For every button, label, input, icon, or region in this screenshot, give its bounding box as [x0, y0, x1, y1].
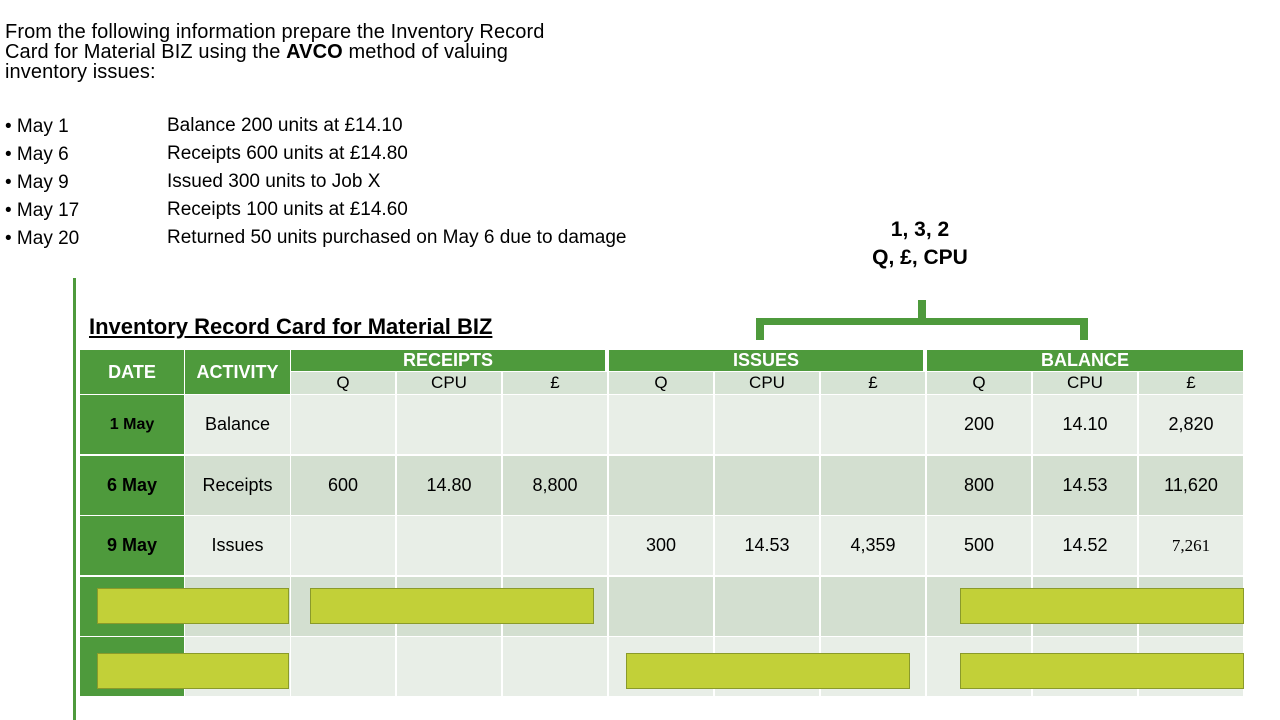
- cell-receipts-amount: [503, 637, 608, 696]
- list-item: • May 6 Receipts 600 units at £14.80: [5, 144, 705, 172]
- cell-receipts-amount: [503, 516, 608, 575]
- answer-box-balance-row5: [960, 653, 1244, 689]
- cell-balance-cpu: 14.53: [1033, 456, 1138, 515]
- cell-balance-amount: 7,261: [1139, 516, 1243, 575]
- header-balance: BALANCE: [927, 350, 1243, 371]
- subheader-balance-q: Q: [927, 372, 1032, 394]
- cell-balance-cpu: 14.10: [1033, 395, 1138, 454]
- cell-receipts-cpu: [397, 395, 502, 454]
- list-item-date: • May 9: [5, 172, 69, 193]
- cell-issues-amount: [821, 456, 926, 515]
- answer-box-issues-row5: [626, 653, 910, 689]
- row-date: 9 May: [80, 516, 184, 575]
- cell-issues-amount: 4,359: [821, 516, 926, 575]
- list-item-description: Receipts 100 units at £14.60: [167, 199, 408, 220]
- row-activity: Balance: [185, 395, 290, 454]
- cell-balance-q: 800: [927, 456, 1032, 515]
- margin-line: [73, 278, 76, 720]
- header-activity: ACTIVITY: [185, 350, 290, 394]
- subheader-issues-q: Q: [609, 372, 714, 394]
- cell-issues-cpu: [715, 456, 820, 515]
- cell-receipts-q: [291, 395, 396, 454]
- cell-receipts-cpu: [397, 637, 502, 696]
- cell-issues-cpu: 14.53: [715, 516, 820, 575]
- cell-receipts-cpu: 14.80: [397, 456, 502, 515]
- list-item-date: • May 1: [5, 116, 69, 137]
- cell-issues-q: [609, 456, 714, 515]
- row-activity: Issues: [185, 516, 290, 575]
- subheader-issues-amount: £: [821, 372, 926, 394]
- answer-box-date-activity-row4: [97, 588, 289, 624]
- cell-issues-amount: [821, 577, 926, 636]
- subheader-issues-cpu: CPU: [715, 372, 820, 394]
- cell-issues-q: 300: [609, 516, 714, 575]
- cell-issues-q: [609, 395, 714, 454]
- list-item: • May 1 Balance 200 units at £14.10: [5, 116, 705, 144]
- row-date: 6 May: [80, 456, 184, 515]
- subheader-receipts-cpu: CPU: [397, 372, 502, 394]
- cell-balance-amount: 2,820: [1139, 395, 1243, 454]
- instructions-text: From the following information prepare t…: [5, 22, 645, 82]
- subheader-receipts-amount: £: [503, 372, 608, 394]
- row-date: 1 May: [80, 395, 184, 454]
- hint-order: 1, 3, 2: [890, 218, 950, 241]
- list-item-date: • May 6: [5, 144, 69, 165]
- instructions-line-2: Card for Material BIZ using the AVCO met…: [5, 42, 645, 62]
- cell-issues-cpu: [715, 395, 820, 454]
- list-item-description: Receipts 600 units at £14.80: [167, 143, 408, 164]
- instructions-line-2-start: Card for Material BIZ using the: [5, 41, 287, 63]
- list-item: • May 20 Returned 50 units purchased on …: [5, 228, 705, 256]
- cell-balance-q: 200: [927, 395, 1032, 454]
- subheader-balance-amount: £: [1139, 372, 1243, 394]
- list-item-date: • May 20: [5, 228, 80, 249]
- cell-issues-cpu: [715, 577, 820, 636]
- method-name: AVCO: [286, 41, 343, 63]
- answer-box-balance-row4: [960, 588, 1244, 624]
- bracket-bar: [756, 318, 1088, 325]
- cell-balance-q: 500: [927, 516, 1032, 575]
- subheader-balance-cpu: CPU: [1033, 372, 1138, 394]
- header-date: DATE: [80, 350, 184, 394]
- answer-box-date-activity-row5: [97, 653, 289, 689]
- cell-receipts-cpu: [397, 516, 502, 575]
- list-item: • May 9 Issued 300 units to Job X: [5, 172, 705, 200]
- cell-balance-amount: 11,620: [1139, 456, 1243, 515]
- instructions-line-3: inventory issues:: [5, 61, 156, 83]
- cell-issues-q: [609, 577, 714, 636]
- row-activity: Receipts: [185, 456, 290, 515]
- cell-receipts-amount: [503, 395, 608, 454]
- list-item-description: Balance 200 units at £14.10: [167, 115, 403, 136]
- cell-receipts-q: 600: [291, 456, 396, 515]
- cell-balance-cpu: 14.52: [1033, 516, 1138, 575]
- header-receipts: RECEIPTS: [291, 350, 607, 371]
- bracket-left-leg: [756, 318, 764, 340]
- cell-issues-amount: [821, 395, 926, 454]
- instructions-line-2-end: method of valuing: [342, 41, 509, 63]
- answer-box-receipts-row4: [310, 588, 594, 624]
- list-item-description: Issued 300 units to Job X: [167, 171, 381, 192]
- hint-columns: Q, £, CPU: [872, 246, 968, 269]
- cell-receipts-q: [291, 637, 396, 696]
- header-issues: ISSUES: [609, 350, 925, 371]
- bracket-right-leg: [1080, 318, 1088, 340]
- page-title: Inventory Record Card for Material BIZ: [89, 314, 493, 339]
- list-item: • May 17 Receipts 100 units at £14.60: [5, 200, 705, 228]
- list-item-date: • May 17: [5, 200, 80, 221]
- list-item-description: Returned 50 units purchased on May 6 due…: [167, 227, 627, 248]
- cell-receipts-amount: 8,800: [503, 456, 608, 515]
- instructions-line-1: From the following information prepare t…: [5, 21, 545, 43]
- cell-receipts-q: [291, 516, 396, 575]
- subheader-receipts-q: Q: [291, 372, 396, 394]
- bracket-stem: [918, 300, 926, 320]
